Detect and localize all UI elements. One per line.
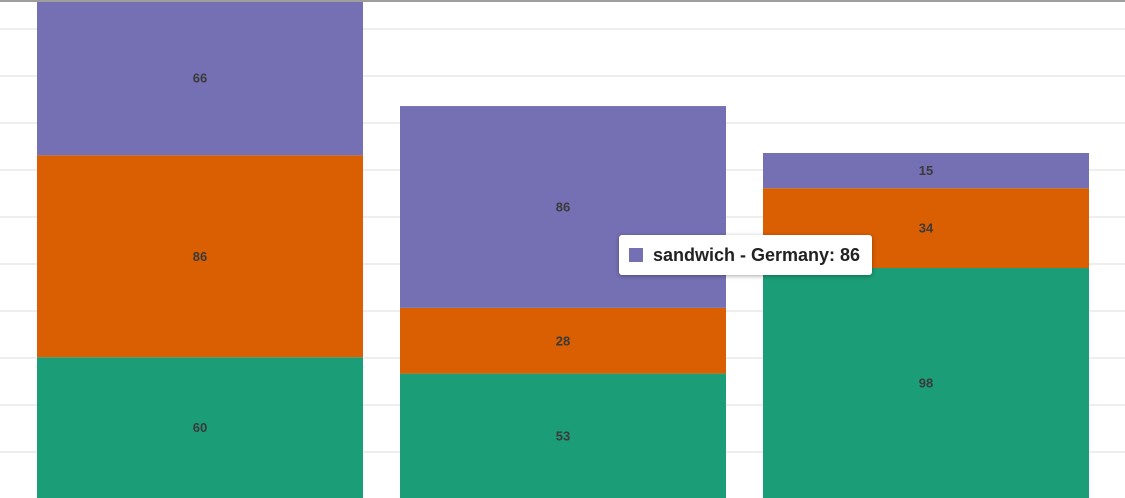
tooltip-swatch [629,248,643,262]
segment-value-label: 34 [919,221,934,236]
top-border [0,0,1125,2]
segment-value-label: 15 [919,163,933,178]
segment-value-label: 66 [193,70,207,85]
segment-value-label: 60 [193,420,207,435]
bar-segment[interactable] [400,373,726,498]
bar-segment[interactable] [37,357,363,498]
segment-value-label: 86 [193,249,207,264]
bar-segments [37,0,1089,498]
bar-segment[interactable] [400,307,726,374]
segment-value-label: 98 [919,375,933,390]
segment-value-label: 86 [556,199,570,214]
chart-tooltip: sandwich - Germany: 86 [619,235,873,275]
bar-segment[interactable] [763,152,1089,189]
tooltip-text: sandwich - Germany: 86 [653,244,861,265]
segment-value-labels: 60 86 66 53 28 86 98 34 15 [193,70,934,443]
bar-segment[interactable] [37,0,363,156]
bar-segment[interactable] [37,155,363,358]
segment-value-label: 53 [556,428,570,443]
bar-segment[interactable] [763,267,1089,498]
segment-value-label: 28 [556,333,570,348]
